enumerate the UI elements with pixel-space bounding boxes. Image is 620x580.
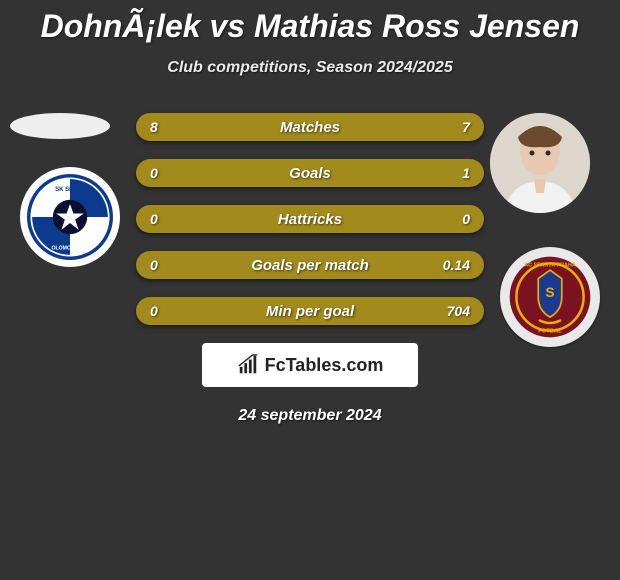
stat-right-value: 704	[447, 303, 470, 319]
stat-right-value: 0	[462, 211, 470, 227]
stat-left-value: 0	[150, 211, 158, 227]
player-left-club-badge: SK SIGMA OLOMOUC a.s.	[20, 167, 120, 267]
stat-label: Min per goal	[266, 303, 354, 320]
page-subtitle: Club competitions, Season 2024/2025	[0, 59, 620, 77]
stat-row-goals-per-match: 0 Goals per match 0.14	[136, 251, 484, 279]
svg-text:AC SPARTA PRAHA: AC SPARTA PRAHA	[524, 263, 576, 269]
svg-text:OLOMOUC a.s.: OLOMOUC a.s.	[52, 246, 90, 252]
stat-label: Goals per match	[251, 257, 369, 274]
svg-text:SK SIGMA: SK SIGMA	[55, 187, 85, 193]
player-right-avatar	[490, 113, 590, 213]
brand-badge: FcTables.com	[202, 343, 418, 387]
stat-left-value: 0	[150, 165, 158, 181]
brand-text: FcTables.com	[265, 355, 384, 376]
stat-left-value: 8	[150, 119, 158, 135]
stat-row-goals: 0 Goals 1	[136, 159, 484, 187]
player-left-avatar	[10, 113, 110, 139]
stat-right-value: 7	[462, 119, 470, 135]
page-title: DohnÃ¡lek vs Mathias Ross Jensen	[0, 0, 620, 45]
stat-right-value: 1	[462, 165, 470, 181]
stat-label: Goals	[289, 165, 331, 182]
stats-area: SK SIGMA OLOMOUC a.s. S AC SPARTA PRAHA …	[0, 113, 620, 325]
stat-label: Hattricks	[278, 211, 342, 228]
stat-left-value: 0	[150, 303, 158, 319]
stat-left-value: 0	[150, 257, 158, 273]
stat-row-hattricks: 0 Hattricks 0	[136, 205, 484, 233]
svg-text:S: S	[546, 285, 555, 300]
stat-right-value: 0.14	[443, 257, 470, 273]
svg-text:FOTBAL: FOTBAL	[538, 328, 562, 334]
bar-chart-icon	[237, 354, 259, 376]
player-right-club-badge: S AC SPARTA PRAHA FOTBAL	[500, 247, 600, 347]
stat-label: Matches	[280, 119, 340, 136]
stat-row-min-per-goal: 0 Min per goal 704	[136, 297, 484, 325]
stat-row-matches: 8 Matches 7	[136, 113, 484, 141]
date-line: 24 september 2024	[0, 407, 620, 425]
